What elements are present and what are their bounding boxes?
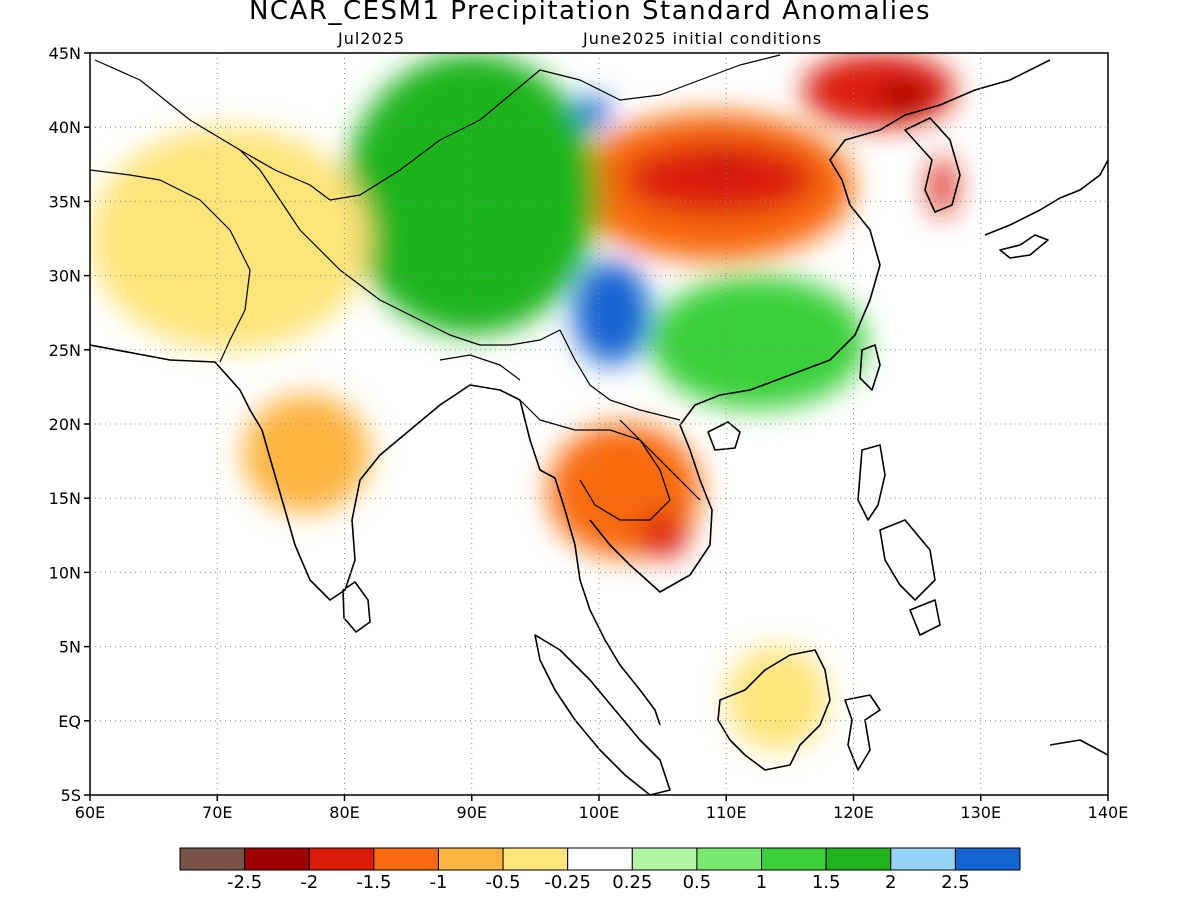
lon-tick-label: 110E xyxy=(706,803,747,822)
lon-tick-label: 140E xyxy=(1088,803,1129,822)
coastlines xyxy=(90,59,1108,795)
lat-tick-label: 15N xyxy=(49,489,81,508)
anomaly-yunnan-wet xyxy=(573,260,650,365)
colorbar-label: -0.25 xyxy=(544,872,591,893)
anomaly-pakistan-dry xyxy=(90,127,370,350)
lat-tick-label: 25N xyxy=(49,341,81,360)
colorbar-swatch xyxy=(954,847,1021,871)
anomaly-north-china-core xyxy=(624,142,816,217)
lon-tick-label: 120E xyxy=(833,803,874,822)
lon-tick-label: 90E xyxy=(457,803,487,822)
colorbar-swatch xyxy=(696,847,763,871)
lat-tick-label: 40N xyxy=(49,118,81,137)
anomaly-manchuria-extreme xyxy=(878,82,930,113)
colorbar-label: -1 xyxy=(429,872,447,893)
colorbar-label: 1 xyxy=(756,872,767,893)
lat-tick-label: 45N xyxy=(49,44,81,63)
colorbar-swatch xyxy=(244,847,310,871)
colorbar: -2.5 -2 -1.5 -1 -0.5 -0.25 0.25 0.5 1 1.5 2 2.5 xyxy=(179,847,1021,893)
colorbar-label: -0.5 xyxy=(486,872,521,893)
colorbar-swatch xyxy=(308,847,375,871)
colorbar-label: 1.5 xyxy=(812,872,841,893)
colorbar-label: -2.5 xyxy=(227,872,262,893)
colorbar-swatch xyxy=(179,847,246,871)
lat-tick-label: 5N xyxy=(59,638,81,657)
colorbar-swatch xyxy=(373,847,439,871)
colorbar-swatch xyxy=(890,847,956,871)
lon-tick-label: 70E xyxy=(202,803,232,822)
anomaly-borneo-dry xyxy=(726,646,829,751)
country-borders xyxy=(90,54,781,521)
anomaly-india-dry xyxy=(242,394,370,514)
map-title: NCAR_CESM1 Precipitation Standard Anomal… xyxy=(248,0,932,26)
colorbar-swatch xyxy=(825,847,892,871)
colorbar-swatch xyxy=(502,847,569,871)
lat-tick-label: 30N xyxy=(49,267,81,286)
anomaly-field xyxy=(90,53,956,751)
colorbar-label: 0.5 xyxy=(683,872,712,893)
colorbar-swatch xyxy=(437,847,504,871)
plot-area xyxy=(90,53,1108,795)
lat-tick-label: 10N xyxy=(49,563,81,582)
forecast-month: Jul2025 xyxy=(338,29,406,48)
anomaly-manchuria-dry xyxy=(802,53,956,128)
lat-tick-label: EQ xyxy=(58,712,81,731)
colorbar-label: -2 xyxy=(300,872,318,893)
lat-tick-label: 5S xyxy=(61,786,81,805)
colorbar-swatch xyxy=(567,847,633,871)
initial-conditions: June2025 initial conditions xyxy=(583,29,823,48)
lat-tick-label: 20N xyxy=(49,415,81,434)
colorbar-label: 0.25 xyxy=(612,872,652,893)
anomaly-korea-dry xyxy=(929,156,956,217)
anomaly-mongolia-wet xyxy=(573,97,612,128)
anomaly-cambodia-extreme xyxy=(637,513,689,558)
colorbar-label: -1.5 xyxy=(356,872,391,893)
lon-tick-label: 60E xyxy=(75,803,105,822)
colorbar-swatch xyxy=(761,847,827,871)
colorbar-swatch xyxy=(631,847,698,871)
anomaly-north-china-extreme xyxy=(713,156,739,172)
axes: 60E 70E 80E 90E 100E 110E 120E 130E 140E 45N 40N 35… xyxy=(49,44,1129,822)
anomaly-south-china-wet xyxy=(649,275,867,410)
gridlines xyxy=(90,53,1108,795)
lon-tick-label: 100E xyxy=(579,803,620,822)
colorbar-label: 2.5 xyxy=(941,872,970,893)
colorbar-label: 2 xyxy=(885,872,896,893)
lon-tick-label: 130E xyxy=(960,803,1001,822)
lon-tick-label: 80E xyxy=(329,803,359,822)
lat-tick-label: 35N xyxy=(49,192,81,211)
